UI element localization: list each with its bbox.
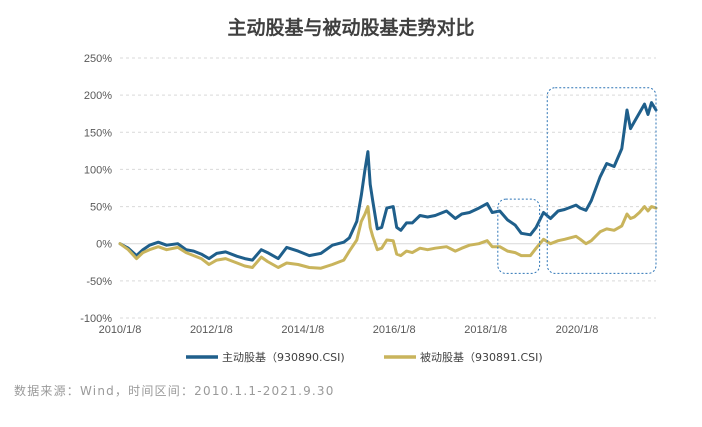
series-line-1 — [118, 101, 658, 262]
y-tick-label: 50% — [90, 202, 112, 214]
legend-label-1: 主动股基（930890.CSI) — [222, 351, 345, 364]
x-tick-label: 2010/1/8 — [99, 324, 142, 336]
x-tick-label: 2012/1/8 — [190, 324, 233, 336]
series-line-2 — [118, 205, 658, 270]
y-tick-label: 200% — [84, 90, 112, 102]
highlight-box-2 — [546, 87, 657, 274]
legend-label-2: 被动股基（930891.CSI) — [420, 351, 543, 364]
y-tick-label: -50% — [86, 276, 112, 288]
x-tick-label: 2018/1/8 — [464, 324, 507, 336]
y-tick-label: 150% — [84, 127, 112, 139]
x-tick-label: 2016/1/8 — [373, 324, 416, 336]
x-tick-label: 2020/1/8 — [556, 324, 599, 336]
line-chart: 主动股基与被动股基走势对比 250% 200% 150% 100% 50% 0% -50% -1… — [80, 16, 658, 364]
y-tick-label: 100% — [84, 164, 112, 176]
y-tick-label: 250% — [84, 53, 112, 65]
chart-title: 主动股基与被动股基走势对比 — [227, 16, 474, 39]
highlight-box-1 — [497, 198, 541, 274]
source-note: 数据来源：Wind，时间区间：2010.1.1-2021.9.30 — [14, 384, 335, 398]
y-tick-label: 0% — [96, 239, 112, 251]
y-tick-label: -100% — [80, 313, 112, 325]
x-tick-label: 2014/1/8 — [281, 324, 324, 336]
